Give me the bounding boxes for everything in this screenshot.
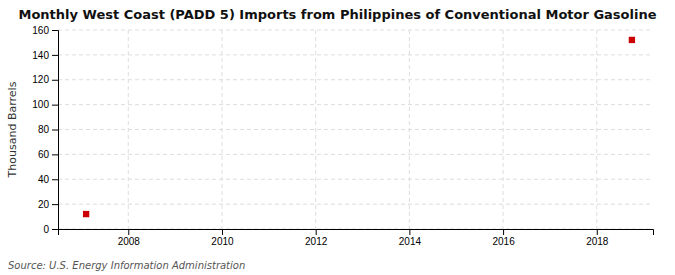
chart-svg: 2008 2010 2012 2014 2016 2018 0 20 40 60 80 100 120 1…	[0, 0, 675, 275]
y-tick-label: 120	[32, 74, 49, 85]
point	[83, 211, 89, 217]
x-grid-line	[128, 30, 129, 229]
y-grid-line	[58, 30, 653, 31]
x-tick: 2014	[399, 229, 422, 247]
y-tick-label: 20	[38, 199, 50, 210]
y-grid-line	[58, 154, 653, 155]
x-tick: 2018	[586, 229, 609, 247]
x-grid-line	[221, 30, 222, 229]
x-axis: 2008 2010 2012 2014 2016 2018	[59, 229, 654, 247]
y-tick-label: 0	[43, 224, 49, 235]
y-tick: 80	[38, 124, 58, 135]
y-tick-label: 140	[32, 50, 49, 61]
x-grid-line	[409, 30, 410, 229]
y-tick: 140	[32, 50, 58, 61]
y-tick: 100	[32, 99, 58, 110]
y-tick: 120	[32, 74, 58, 85]
x-tick-mark	[222, 229, 223, 235]
y-tick-mark	[52, 229, 58, 230]
x-axis-line	[59, 230, 654, 236]
y-tick-label: 60	[38, 149, 50, 160]
y-tick-label: 100	[32, 99, 49, 110]
x-tick-label: 2010	[211, 236, 234, 247]
grid	[58, 30, 653, 229]
x-tick-label: 2014	[399, 236, 422, 247]
y-tick-mark	[52, 204, 58, 205]
y-grid-line	[58, 204, 653, 205]
x-tick-mark	[503, 229, 504, 235]
x-tick-label: 2012	[305, 236, 328, 247]
x-tick: 2016	[492, 229, 515, 247]
y-axis: 0 20 40 60 80 100 120 140 160	[32, 25, 58, 235]
y-tick-mark	[52, 30, 58, 31]
x-tick-mark	[597, 229, 598, 235]
y-axis-line	[52, 31, 59, 230]
y-tick-label: 160	[32, 25, 49, 36]
x-tick: 2008	[118, 229, 141, 247]
x-tick: 2012	[305, 229, 328, 247]
y-tick-mark	[52, 179, 58, 180]
y-grid-line	[58, 54, 653, 55]
y-tick: 40	[38, 174, 58, 185]
y-tick: 20	[38, 199, 58, 210]
x-grid-line	[315, 30, 316, 229]
x-grid-line	[503, 30, 504, 229]
x-tick-label: 2016	[492, 236, 515, 247]
points	[83, 37, 635, 217]
y-tick-label: 40	[38, 174, 50, 185]
y-grid-line	[58, 79, 653, 80]
source-note: Source: U.S. Energy Information Administ…	[8, 260, 245, 271]
chart-container: 2008 2010 2012 2014 2016 2018 0 20 40 60 80 100 120 1…	[0, 0, 675, 275]
chart-title: Monthly West Coast (PADD 5) Imports from…	[18, 7, 656, 22]
y-grid-line	[58, 179, 653, 180]
y-tick-label: 80	[38, 124, 50, 135]
y-tick: 160	[32, 25, 58, 36]
y-tick: 60	[38, 149, 58, 160]
y-grid-line	[58, 129, 653, 130]
y-tick-mark	[52, 154, 58, 155]
x-tick-mark	[316, 229, 317, 235]
x-grid-line	[596, 30, 597, 229]
y-tick-mark	[52, 80, 58, 81]
y-tick-mark	[52, 130, 58, 131]
y-grid-line	[58, 104, 653, 105]
x-tick-label: 2008	[118, 236, 141, 247]
y-tick-mark	[52, 55, 58, 56]
y-tick-mark	[52, 105, 58, 106]
x-tick-mark	[128, 229, 129, 235]
y-axis-title: Thousand Barrels	[6, 81, 19, 178]
point	[629, 37, 635, 43]
x-tick: 2010	[211, 229, 234, 247]
x-tick-mark	[409, 229, 410, 235]
y-tick: 0	[43, 224, 58, 235]
x-tick-label: 2018	[586, 236, 609, 247]
plot-area: 2008 2010 2012 2014 2016 2018 0 20 40 60 80 100 120 1…	[32, 25, 653, 247]
